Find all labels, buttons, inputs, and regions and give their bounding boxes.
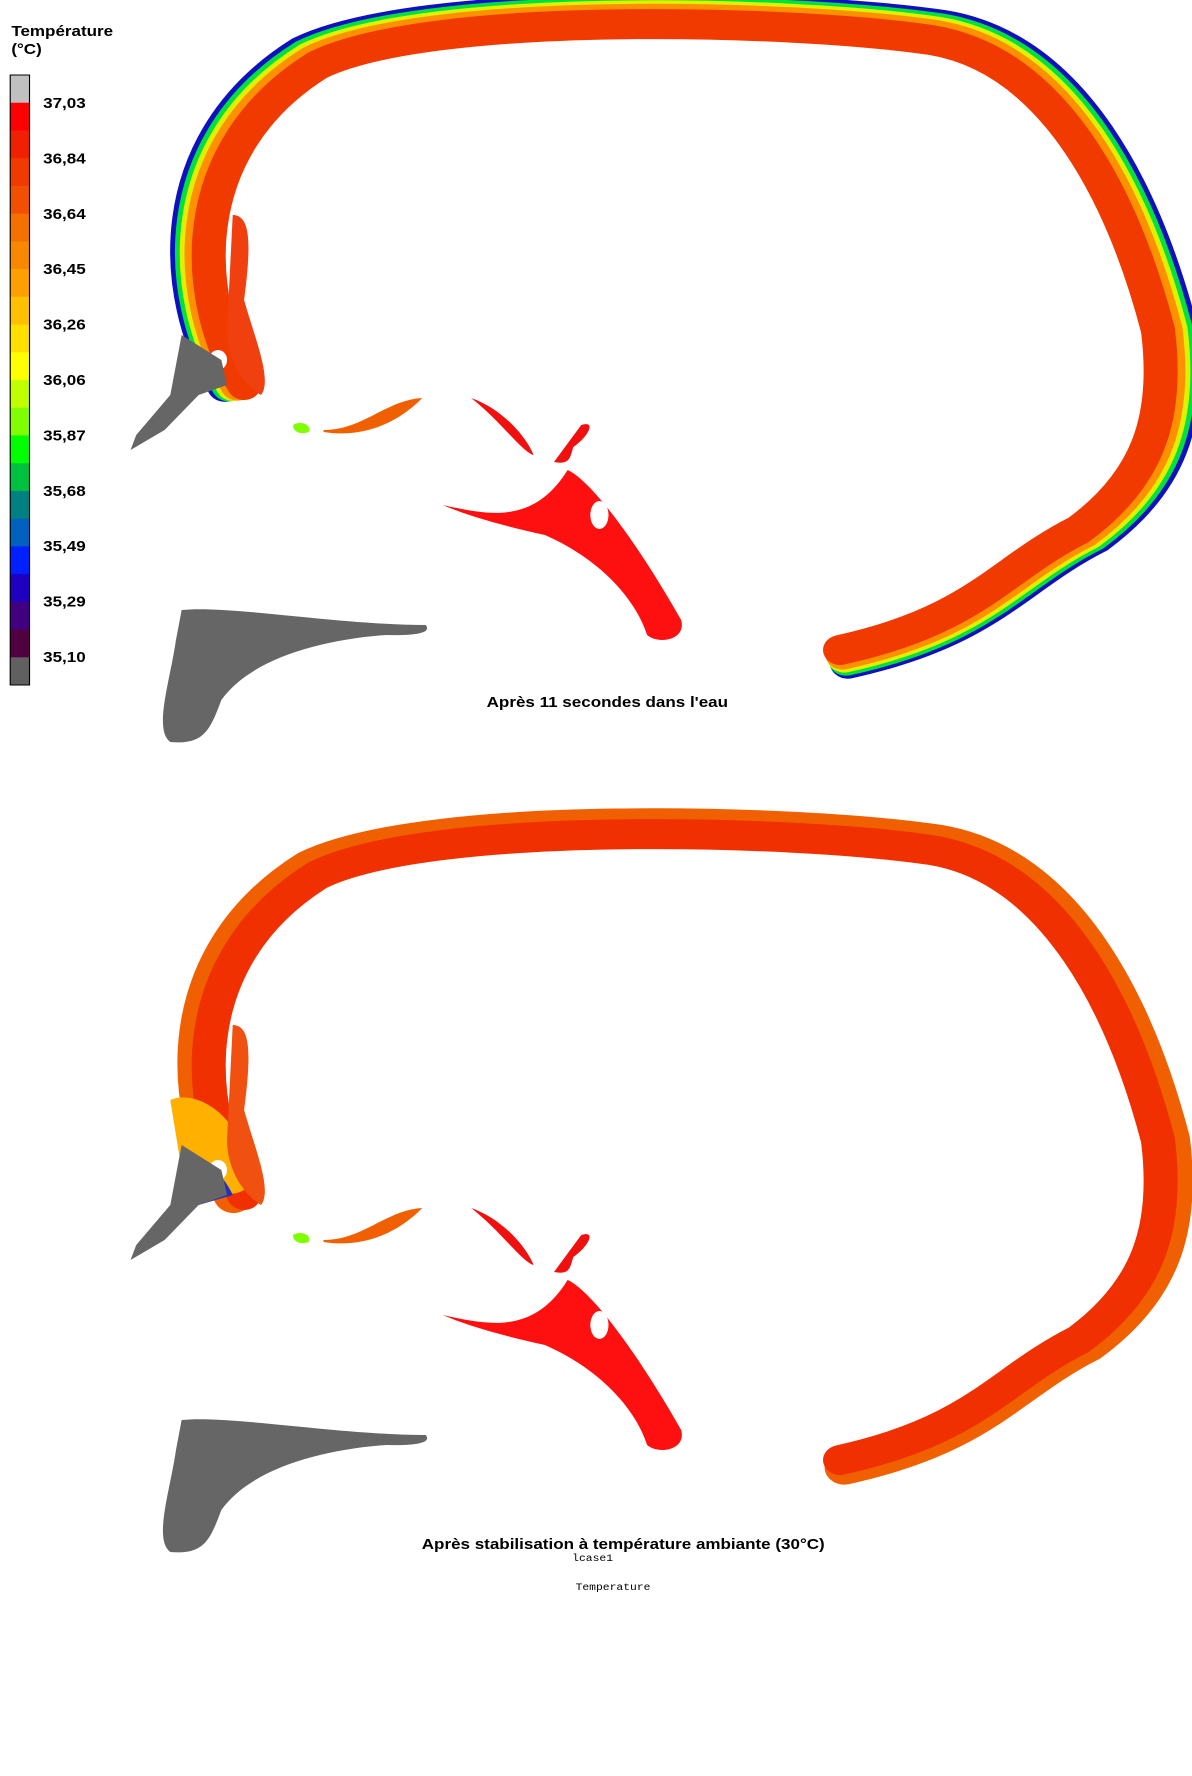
legend-swatch xyxy=(10,269,30,298)
variable-label: Temperature xyxy=(576,1583,651,1594)
caption: Après 11 secondes dans l'eau xyxy=(487,694,728,711)
legend-swatch xyxy=(10,657,30,686)
legend-label: 35,10 xyxy=(43,649,86,666)
legend-label: 36,06 xyxy=(43,372,86,389)
legend-swatch xyxy=(10,213,30,242)
case-label: lcase1 xyxy=(572,1554,613,1565)
legend-title: (°C) xyxy=(11,41,41,58)
legend-swatch xyxy=(10,185,30,215)
legend-swatch xyxy=(10,158,30,187)
legend-swatch xyxy=(10,518,30,547)
legend-frame xyxy=(9,74,31,686)
legend-label: 35,87 xyxy=(43,427,86,444)
legend-label: 36,64 xyxy=(43,206,86,223)
legend-label: 36,26 xyxy=(43,317,86,334)
legend-swatch xyxy=(10,546,30,575)
legend-title: Température xyxy=(11,23,113,40)
legend-swatch xyxy=(10,241,30,270)
legend-label: 35,29 xyxy=(43,594,86,611)
head-water xyxy=(130,9,1183,743)
legend-swatch xyxy=(10,435,30,464)
legend-swatch xyxy=(10,574,30,603)
head-ambient xyxy=(130,826,1173,1553)
legend-swatch xyxy=(10,296,30,326)
legend-swatch xyxy=(10,75,30,104)
legend-swatch xyxy=(10,490,30,520)
legend-swatch xyxy=(10,601,30,631)
legend: Température(°C) 37,03 36,84 36,64 36,45 36,26… xyxy=(9,23,113,686)
caption: Après stabilisation à température ambian… xyxy=(422,1536,825,1553)
legend-label: 35,68 xyxy=(43,483,86,500)
legend-swatch xyxy=(10,352,30,381)
legend-swatch xyxy=(10,407,30,436)
legend-swatch xyxy=(10,130,30,159)
legend-label: 36,84 xyxy=(43,150,86,167)
legend-swatch xyxy=(10,463,30,492)
legend-label: 37,03 xyxy=(43,95,86,112)
legend-swatch xyxy=(10,102,30,131)
legend-swatch xyxy=(10,324,30,353)
legend-label: 36,45 xyxy=(43,261,86,278)
legend-label: 35,49 xyxy=(43,538,86,555)
legend-swatch xyxy=(10,629,30,658)
legend-swatch xyxy=(10,380,30,409)
